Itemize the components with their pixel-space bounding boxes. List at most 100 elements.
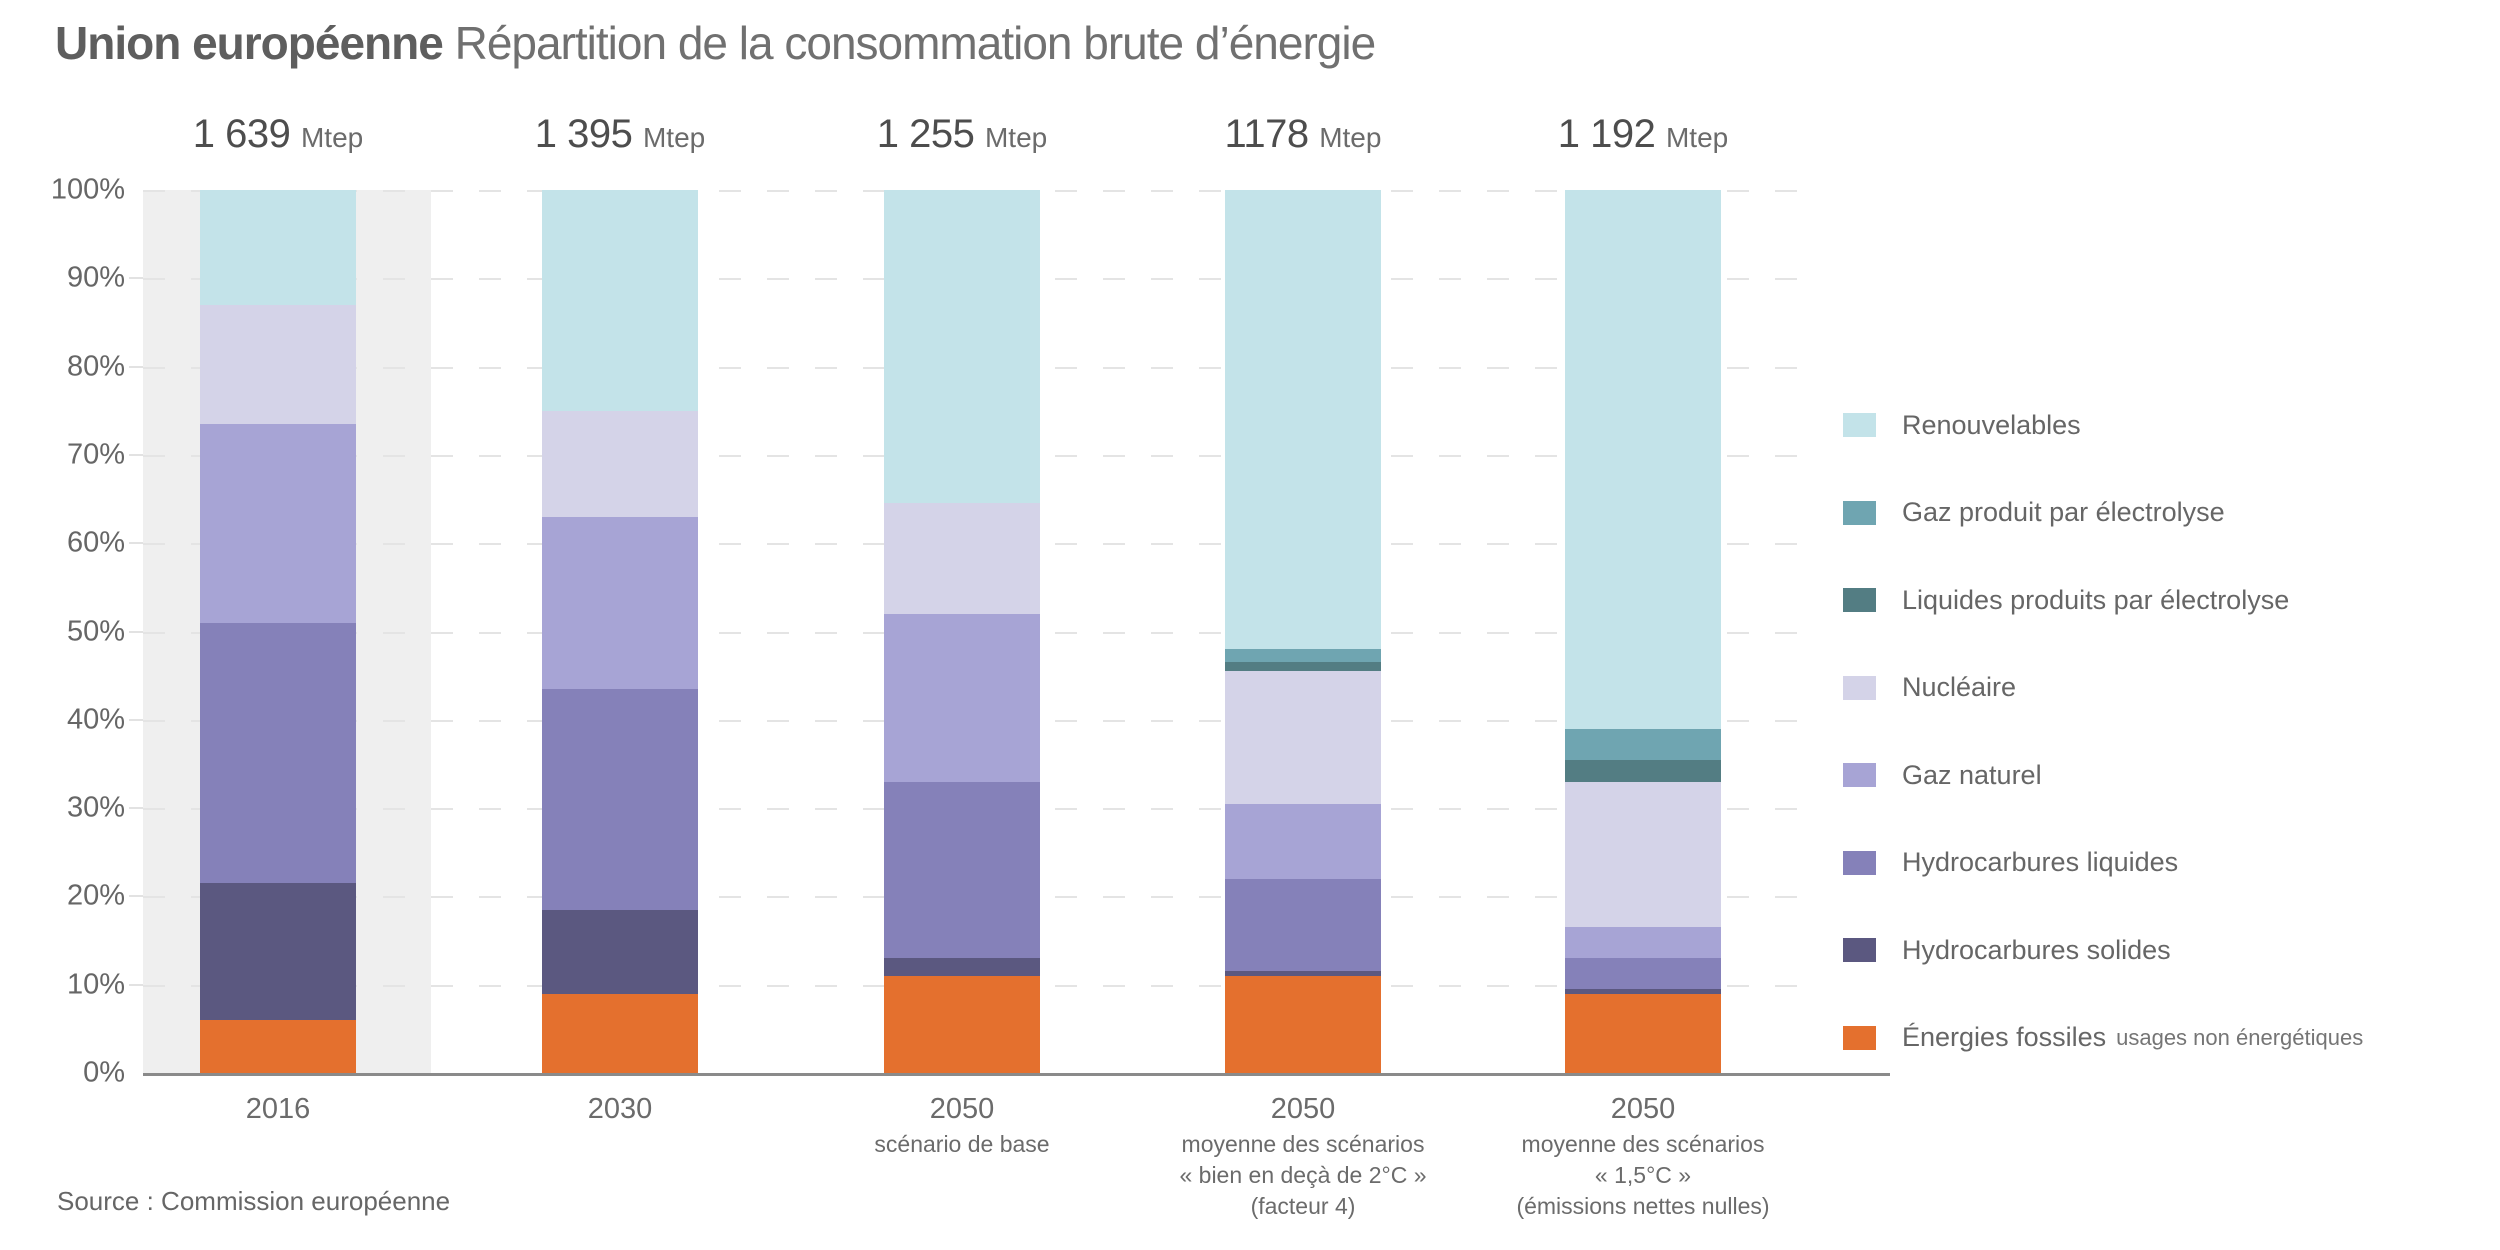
category-year: 2050	[1610, 1093, 1676, 1125]
legend-swatch	[1843, 938, 1876, 962]
category-subtitle: « 1,5°C »	[1594, 1162, 1692, 1189]
bar-segment	[200, 304, 356, 424]
legend-label: Hydrocarbures solides	[1902, 934, 2171, 965]
bar-segment	[542, 993, 698, 1073]
bar-segment	[884, 613, 1040, 782]
bar-segment	[1225, 671, 1381, 804]
x-axis-line	[143, 1073, 1890, 1076]
category-subtitle: scénario de base	[874, 1131, 1050, 1158]
category-year: 2016	[245, 1093, 311, 1125]
bar-segment	[200, 622, 356, 884]
total-value: 1 255	[876, 112, 985, 156]
bar-segment	[1565, 759, 1721, 782]
legend-item-2: Gaz produit par électrolyse	[1843, 488, 2225, 538]
y-axis-label-50%: 50%	[66, 615, 125, 647]
legend-swatch	[1843, 850, 1876, 875]
bar-segment	[1565, 958, 1721, 990]
chart-title-subject: Répartition de la consommation brute d’é…	[442, 17, 1377, 69]
stacked-bar-2050	[1225, 190, 1381, 1073]
y-axis-tick-60%	[129, 542, 143, 545]
bar-segment	[200, 190, 356, 305]
category-subtitle: (facteur 4)	[1250, 1193, 1356, 1220]
legend-item-4: Nucléaire	[1843, 663, 2016, 713]
bar-segment	[1565, 993, 1721, 1073]
chart-title: Union européenne Répartition de la conso…	[55, 16, 1377, 70]
bar-segment	[884, 503, 1040, 614]
legend-item-5: Gaz naturel	[1843, 750, 2042, 800]
y-axis-label-70%: 70%	[66, 438, 125, 471]
source-caption: Source : Commission européenne	[57, 1186, 451, 1216]
bar-segment	[1565, 989, 1721, 994]
x-axis-label-2050: 2050 moyenne des scénarios « bien en deçà …	[1093, 1090, 1513, 1222]
bar-total-label: 1 639 Mtep	[108, 112, 448, 172]
total-value: 1 395	[534, 112, 643, 156]
legend-item-3: Liquides produits par électrolyse	[1843, 575, 2289, 625]
bar-segment	[200, 1020, 356, 1073]
y-axis-label-30%: 30%	[66, 791, 125, 824]
total-value: 1178	[1224, 112, 1320, 156]
bar-segment	[542, 190, 698, 411]
bar-segment	[884, 958, 1040, 976]
legend-swatch	[1843, 763, 1876, 787]
legend-swatch	[1843, 588, 1876, 612]
bar-segment	[1565, 927, 1721, 959]
legend-label: Renouvelables	[1902, 409, 2081, 440]
y-axis-label-60%: 60%	[66, 526, 125, 559]
chart-title-region: Union européenne	[55, 17, 444, 69]
bar-segment	[884, 781, 1040, 959]
bar-segment	[200, 424, 356, 623]
legend-swatch	[1843, 1025, 1876, 1050]
legend-label: Gaz naturel	[1902, 759, 2042, 790]
bar-segment	[1225, 971, 1381, 976]
y-axis-label-10%: 10%	[66, 968, 125, 1001]
total-unit: Mtep	[1319, 122, 1382, 153]
bar-segment	[1565, 728, 1721, 760]
total-unit: Mtep	[1665, 122, 1729, 153]
legend-label: Hydrocarbures liquides	[1902, 847, 2179, 877]
legend-label: Liquides produits par électrolyse	[1902, 584, 2290, 615]
total-unit: Mtep	[300, 122, 364, 153]
y-axis-label-100%: 100%	[50, 173, 125, 206]
x-axis-label-2016: 2016	[68, 1090, 488, 1129]
legend-label: Nucléaire	[1902, 672, 2017, 702]
bar-segment	[542, 516, 698, 689]
legend-item-6: Hydrocarbures liquides	[1843, 838, 2178, 888]
y-axis-tick-20%	[129, 895, 143, 898]
bar-segment	[1225, 803, 1381, 879]
bar-segment	[884, 190, 1040, 504]
legend-swatch	[1843, 500, 1876, 525]
x-axis-label-2050: 2050 moyenne des scénarios « 1,5°C » (émiss…	[1433, 1090, 1853, 1222]
stacked-bar-2050	[1565, 190, 1721, 1073]
y-axis-tick-30%	[129, 807, 143, 810]
y-axis-label-40%: 40%	[66, 703, 125, 736]
x-axis-label-2030: 2030	[410, 1090, 830, 1129]
bar-segment	[542, 410, 698, 517]
legend-item-8: Énergies fossiles usages non énergétiques	[1843, 1013, 2363, 1063]
legend-label: Énergies fossiles	[1902, 1022, 2107, 1052]
bar-segment	[1225, 878, 1381, 972]
y-axis-tick-90%	[129, 277, 143, 280]
bar-segment	[1225, 975, 1381, 1073]
category-year: 2050	[929, 1093, 995, 1125]
total-unit: Mtep	[642, 122, 706, 153]
legend-item-7: Hydrocarbures solides	[1843, 925, 2171, 975]
bar-segment	[1225, 190, 1381, 650]
y-axis-label-20%: 20%	[66, 879, 125, 912]
y-axis-label-90%: 90%	[66, 261, 125, 294]
bar-total-label: 1178 Mtep	[1133, 112, 1473, 172]
stacked-bar-2016	[200, 190, 356, 1073]
category-year: 2050	[1270, 1093, 1336, 1125]
stacked-bar-2030	[542, 190, 698, 1073]
category-year: 2030	[587, 1093, 653, 1125]
category-subtitle: (émissions nettes nulles)	[1516, 1193, 1770, 1220]
legend-label: Gaz produit par électrolyse	[1902, 497, 2225, 527]
legend-item-1: Renouvelables	[1843, 400, 2081, 450]
y-axis-label-80%: 80%	[66, 350, 125, 383]
bar-segment	[884, 975, 1040, 1073]
bar-segment	[542, 909, 698, 994]
y-axis-tick-80%	[129, 365, 143, 368]
legend-sublabel: usages non énergétiques	[2116, 1024, 2364, 1050]
bar-total-label: 1 255 Mtep	[792, 112, 1132, 172]
